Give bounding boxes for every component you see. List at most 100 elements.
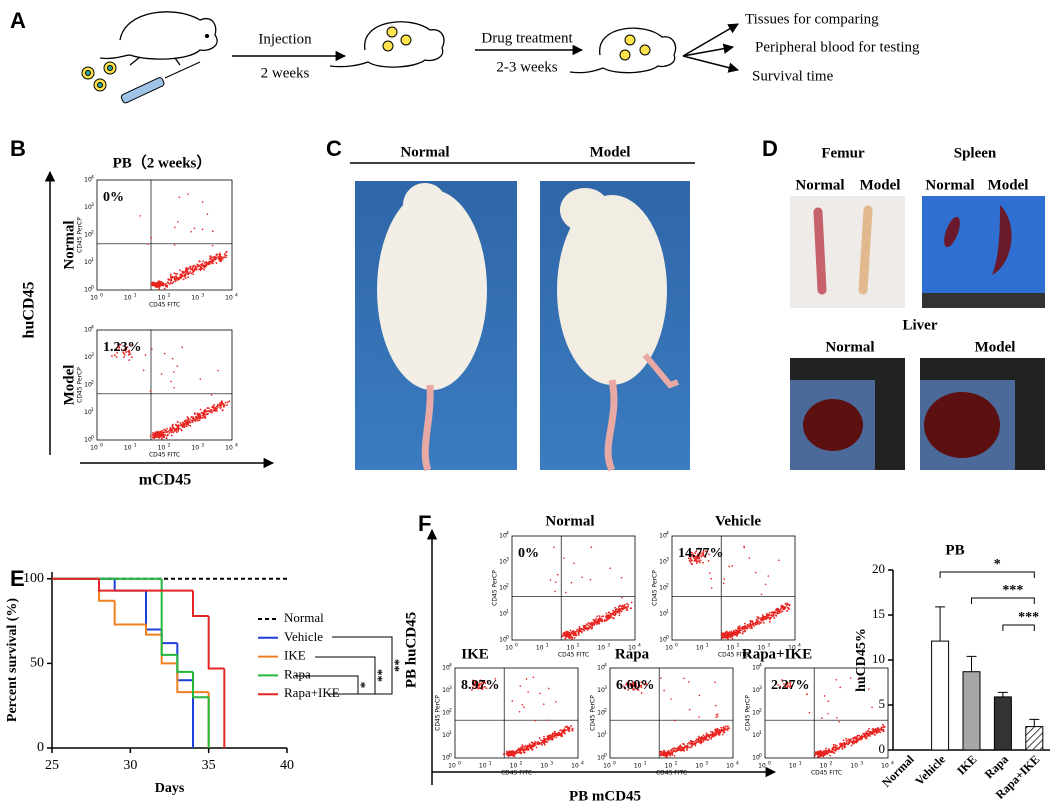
legend-label: Normal (284, 610, 324, 625)
event-dot (821, 753, 823, 756)
event-dot (568, 730, 571, 733)
event-dot (166, 433, 169, 436)
event-dot (638, 684, 641, 687)
event-dot (568, 637, 571, 639)
event-dot (829, 754, 831, 757)
event-dot (673, 754, 676, 757)
panel-label: A (10, 8, 26, 33)
flow-axis-name: CD45 FITC (558, 652, 589, 659)
event-dot (691, 553, 694, 556)
event-dot (157, 431, 160, 434)
event-dot (682, 748, 685, 751)
event-dot (861, 734, 863, 737)
event-dot (166, 431, 168, 434)
event-dot (210, 394, 213, 396)
event-dot (215, 254, 218, 256)
flow-tick-exponent: 3 (604, 685, 607, 691)
survival-step (113, 600, 146, 626)
outcome: Tissues for comparing (745, 11, 879, 27)
percent-label: 0% (103, 190, 124, 205)
event-dot (557, 734, 560, 737)
event-dot (577, 634, 580, 636)
survival-step (192, 671, 209, 699)
flow-tick-exponent: 4 (91, 175, 94, 181)
event-dot (215, 262, 218, 265)
event-dot (200, 266, 202, 269)
event-dot (743, 622, 746, 625)
significance-bracket (971, 597, 1035, 604)
event-dot (471, 679, 474, 682)
event-dot (873, 733, 876, 736)
event-dot (726, 637, 729, 639)
event-dot (517, 747, 520, 750)
event-dot (149, 390, 152, 392)
flow-tick-base: 10 (84, 259, 92, 266)
event-dot (476, 680, 479, 683)
event-dot (199, 414, 201, 417)
axis-label: huCD45 (21, 282, 38, 339)
event-dot (722, 729, 725, 732)
event-dot (686, 748, 689, 751)
event-dot (664, 753, 667, 756)
event-dot (170, 276, 172, 279)
event-dot (869, 735, 871, 737)
event-dot (622, 604, 624, 607)
event-dot (201, 267, 203, 270)
flow-tick-base: 10 (757, 645, 765, 652)
event-dot (598, 615, 601, 617)
event-dot (694, 552, 696, 555)
event-dot (158, 436, 160, 439)
flow-axis-name: CD45 FITC (149, 302, 180, 309)
event-dot (197, 419, 199, 422)
event-dot (162, 433, 164, 436)
event-dot (598, 622, 601, 625)
event-dot (483, 685, 486, 688)
event-dot (216, 256, 218, 259)
event-dot (539, 692, 541, 695)
group-label: Normal (925, 177, 974, 193)
chart-title: PB (945, 542, 964, 558)
event-dot (754, 623, 757, 626)
event-dot (743, 625, 746, 628)
flow-tick-base: 10 (788, 645, 796, 652)
event-dot (868, 688, 870, 690)
axis-label: PB mCD45 (569, 788, 641, 804)
event-dot (848, 742, 850, 745)
event-dot (568, 635, 571, 638)
event-dot (127, 353, 130, 356)
event-dot (667, 751, 670, 754)
event-dot (158, 288, 161, 290)
event-dot (708, 553, 710, 556)
event-dot (779, 609, 782, 611)
event-dot (671, 752, 674, 755)
event-dot (173, 386, 175, 389)
event-dot (523, 751, 526, 754)
event-dot (131, 344, 134, 346)
flow-tick-exponent: 3 (705, 761, 708, 767)
event-dot (568, 727, 571, 730)
event-dot (529, 747, 532, 749)
event-dot (835, 744, 838, 747)
flow-tick-exponent: 4 (235, 443, 238, 449)
event-dot (780, 611, 783, 613)
event-dot (194, 417, 197, 420)
event-dot (716, 727, 719, 730)
event-dot (717, 731, 719, 733)
event-dot (182, 278, 185, 281)
event-dot (695, 550, 698, 553)
flow-tick-exponent: 3 (666, 557, 669, 563)
event-dot (600, 618, 603, 620)
event-dot (823, 750, 826, 752)
legend-label: IKE (284, 648, 306, 663)
flow-tick-exponent: 0 (604, 753, 607, 759)
event-dot (184, 271, 186, 274)
significance-bracket (332, 636, 393, 695)
event-dot (177, 220, 179, 223)
event-dot (734, 631, 737, 634)
x-axis-label: Days (155, 781, 185, 796)
event-dot (139, 215, 142, 217)
event-dot (198, 417, 201, 420)
event-dot (570, 581, 573, 584)
event-dot (855, 737, 858, 740)
event-dot (164, 431, 166, 434)
